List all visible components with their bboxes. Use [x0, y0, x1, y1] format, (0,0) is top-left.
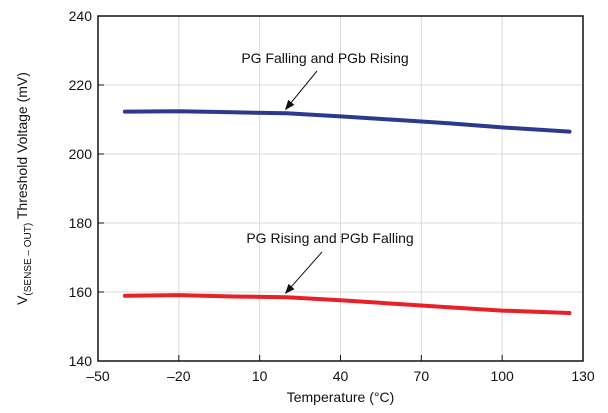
y-axis-label: V(SENSE – OUT) Threshold Voltage (mV) [14, 72, 34, 305]
x-tick-label: –50 [86, 368, 110, 384]
series-layer [122, 109, 572, 315]
y-tick-label: 200 [69, 146, 93, 162]
y-tick-label: 180 [69, 215, 93, 231]
x-tick-label: 10 [252, 368, 268, 384]
x-tick-label: 130 [571, 368, 595, 384]
annotation-label: PG Falling and PGb Rising [241, 50, 408, 66]
y-axis-label-suffix: Threshold Voltage (mV) [14, 72, 30, 223]
y-axis-label-prefix: V [14, 295, 30, 305]
x-tick-label: 40 [333, 368, 349, 384]
y-tick-label: 220 [69, 77, 93, 93]
x-tick-label: 70 [414, 368, 430, 384]
x-axis-ticks: –50 –20 10 40 70 100 130 [86, 355, 595, 384]
annotation-arrow [284, 251, 323, 294]
series-line-2 [122, 293, 572, 315]
y-axis-ticks: 140 160 180 200 220 240 [69, 8, 104, 369]
y-tick-label: 160 [69, 284, 93, 300]
y-axis-label-subscript: (SENSE – OUT) [23, 223, 34, 296]
x-axis-label: Temperature (°C) [287, 389, 395, 405]
x-tick-label: 100 [490, 368, 514, 384]
y-tick-label: 140 [69, 353, 93, 369]
x-tick-label: –20 [167, 368, 191, 384]
annotation-arrow [284, 70, 318, 111]
series-line-1 [122, 109, 572, 134]
grid-lines [98, 16, 583, 361]
annotations: PG Falling and PGb Rising PG Rising and P… [241, 50, 414, 294]
y-tick-label: 240 [69, 8, 93, 24]
annotation-label: PG Rising and PGb Falling [246, 230, 413, 246]
